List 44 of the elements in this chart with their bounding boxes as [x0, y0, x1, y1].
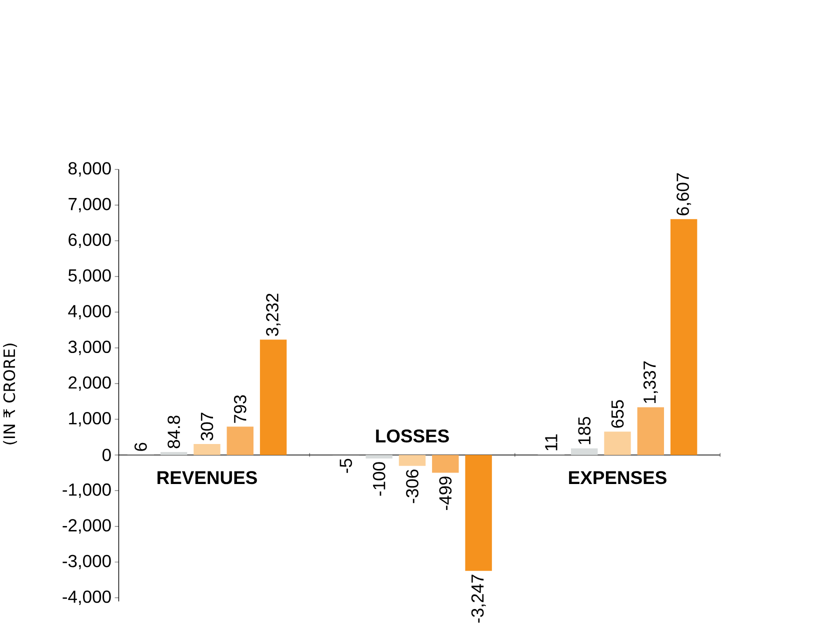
x-tick-label: EXPENSES: [569, 471, 666, 484]
data-label: 84.8: [168, 416, 180, 448]
x-tick-label: LOSSES: [376, 429, 449, 442]
y-axis-title: (IN ₹ CRORE): [3, 344, 18, 444]
y-tick-label: 4,000: [68, 304, 111, 320]
data-label: -3,247: [471, 574, 486, 623]
data-label: 11: [545, 434, 558, 450]
bar: [432, 454, 459, 473]
x-tick-label: REVENUES: [158, 471, 257, 484]
y-tick-label: 7,000: [68, 198, 111, 212]
data-label: -100: [372, 462, 386, 496]
bar: [670, 219, 698, 455]
data-label: 307: [200, 412, 214, 440]
bar: [366, 454, 392, 458]
data-label: 185: [578, 416, 591, 444]
y-tick-label: 3,000: [68, 340, 111, 356]
bar: [160, 452, 188, 455]
y-tick-label: -4,000: [62, 590, 111, 605]
bar: [226, 426, 254, 455]
bar: [398, 454, 426, 466]
data-label: -5: [340, 458, 352, 473]
bar: [260, 339, 287, 455]
bar: [194, 444, 220, 455]
y-tick-label: 2,000: [68, 376, 111, 391]
data-label: 6,607: [676, 173, 692, 216]
y-tick-label: 6,000: [68, 233, 111, 248]
bar: [637, 407, 664, 455]
data-label: 6: [134, 442, 147, 451]
bar: [604, 431, 631, 455]
data-label: 793: [234, 395, 246, 423]
bar: [570, 448, 598, 455]
data-label: 1,337: [643, 361, 658, 403]
data-label: -306: [406, 470, 418, 503]
data-label: 3,232: [266, 294, 281, 336]
y-tick-label: 1,000: [69, 412, 111, 426]
y-tick-label: -1,000: [62, 483, 111, 498]
y-tick-label: 0: [102, 448, 111, 462]
y-tick-label: 5,000: [68, 269, 111, 284]
data-label: 655: [611, 400, 624, 428]
y-tick-label: 8,000: [68, 162, 111, 177]
bar: [465, 454, 492, 571]
y-tick-label: -3,000: [62, 554, 111, 570]
data-label: -499: [439, 476, 452, 510]
y-tick-label: -2,000: [62, 519, 111, 534]
